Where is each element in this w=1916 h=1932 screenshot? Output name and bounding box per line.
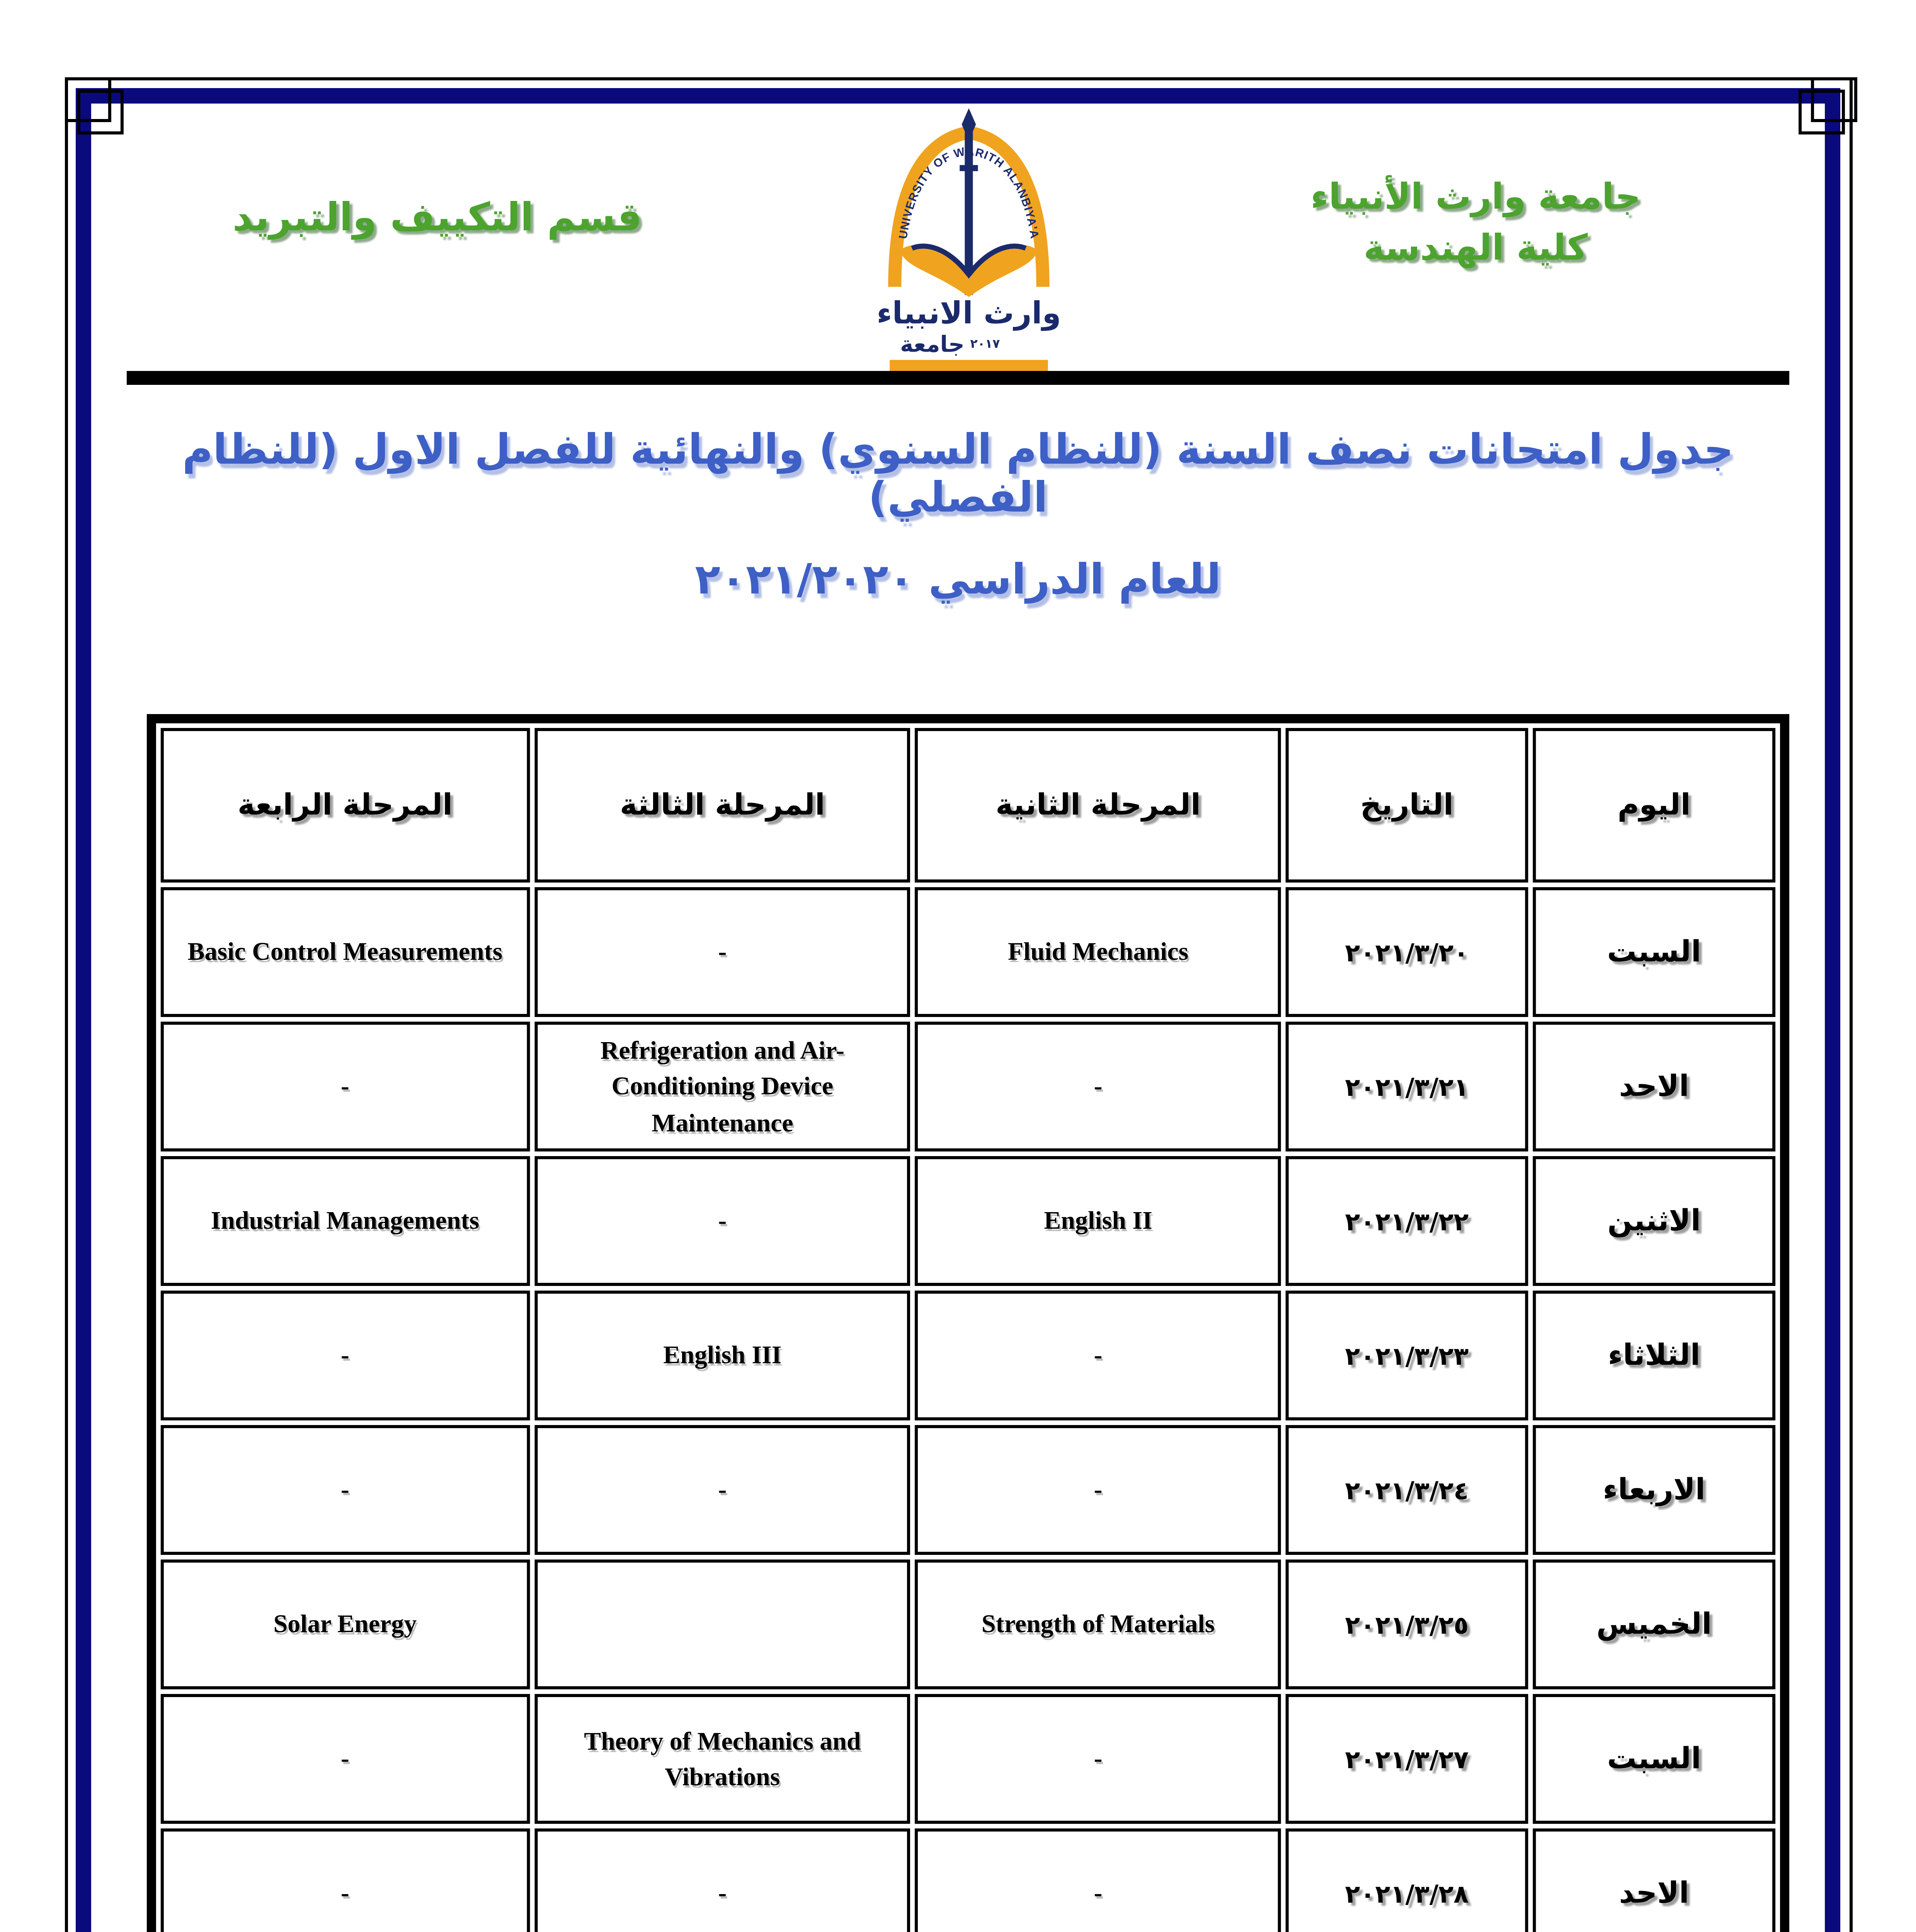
college-name: كلية الهندسة: [1363, 229, 1588, 270]
document-title: جدول امتحانات نصف السنة (للنظام السنوي) …: [93, 427, 1823, 604]
date-cell: ٢٠٢١/٣/٢٥: [1285, 1560, 1528, 1689]
date-cell: ٢٠٢١/٣/٢٨: [1285, 1828, 1528, 1932]
stage2-cell: -: [915, 1291, 1281, 1420]
stage4-cell: Industrial Managements: [160, 1156, 530, 1286]
title-line-1: جدول امتحانات نصف السنة (للنظام السنوي) …: [182, 427, 1734, 522]
university-logo-icon: UNIVERSITY OF WARITH ALANBIYA'A وارث الا…: [876, 108, 1061, 371]
exam-schedule-table: اليوم التاريخ المرحلة الثانية المرحلة ال…: [146, 714, 1790, 1932]
stage4-cell: -: [160, 1291, 530, 1420]
day-cell: الاربعاء: [1533, 1425, 1776, 1555]
logo-open-book-icon: [900, 243, 1038, 297]
university-college-title: جامعة وارث الأنبياء كلية الهندسة: [1306, 173, 1646, 276]
table-row: الاحد ٢٠٢١/٣/٢٨ - - -: [160, 1828, 1776, 1932]
border-corner-square: [1811, 77, 1858, 122]
stage4-cell: -: [160, 1425, 530, 1555]
table-row: الاربعاء ٢٠٢١/٣/٢٤ - - -: [160, 1425, 1776, 1555]
date-cell: ٢٠٢١/٣/٢٤: [1285, 1425, 1528, 1555]
stage2-cell: Strength of Materials: [915, 1560, 1281, 1689]
stage3-cell: -: [534, 1828, 911, 1932]
border-corner-square: [1799, 90, 1845, 134]
header-divider-line: [126, 371, 1790, 385]
stage2-cell: -: [915, 1022, 1281, 1151]
date-cell: ٢٠٢١/٣/٢٣: [1285, 1291, 1528, 1420]
day-cell: السبت: [1533, 1694, 1776, 1824]
logo-calligraphy-text: وارث الانبياء: [876, 295, 1061, 331]
date-cell: ٢٠٢١/٣/٢٠: [1285, 887, 1528, 1017]
column-header-stage4: المرحلة الرابعة: [160, 728, 530, 883]
logo-year-text: ٢٠١٧: [970, 337, 1000, 351]
logo-base-bar: [890, 360, 1048, 371]
column-header-date: التاريخ: [1285, 728, 1528, 883]
stage4-cell: -: [160, 1828, 530, 1932]
university-logo: UNIVERSITY OF WARITH ALANBIYA'A وارث الا…: [865, 108, 1072, 380]
date-cell: ٢٠٢١/٣/٢٧: [1285, 1694, 1528, 1824]
logo-minaret-icon: [960, 108, 978, 295]
department-title: قسم التكييف والتبريد: [232, 195, 642, 240]
column-header-stage2: المرحلة الثانية: [915, 728, 1281, 883]
date-cell: ٢٠٢١/٣/٢١: [1285, 1022, 1528, 1151]
day-cell: السبت: [1533, 887, 1776, 1017]
stage3-cell: [534, 1560, 911, 1689]
table-row: الثلاثاء ٢٠٢١/٣/٢٣ - English III -: [160, 1291, 1776, 1420]
stage4-cell: Solar Energy: [160, 1560, 530, 1689]
table-row: السبت ٢٠٢١/٣/٢٠ Fluid Mechanics - Basic …: [160, 887, 1776, 1017]
stage2-cell: English II: [915, 1156, 1281, 1286]
stage2-cell: -: [915, 1828, 1281, 1932]
table-row: الاحد ٢٠٢١/٣/٢١ - Refrigeration and Air-…: [160, 1022, 1776, 1151]
day-cell: الاثنين: [1533, 1156, 1776, 1286]
day-cell: الخميس: [1533, 1560, 1776, 1689]
table-row: الخميس ٢٠٢١/٣/٢٥ Strength of Materials S…: [160, 1560, 1776, 1689]
table-row: الاثنين ٢٠٢١/٣/٢٢ English II - Industria…: [160, 1156, 1776, 1286]
page-border-outer-line: [65, 77, 1853, 1932]
stage3-cell: -: [534, 1425, 911, 1555]
stage4-cell: -: [160, 1694, 530, 1824]
day-cell: الثلاثاء: [1533, 1291, 1776, 1420]
day-cell: الاحد: [1533, 1828, 1776, 1932]
stage3-cell: Theory of Mechanics and Vibrations: [534, 1694, 911, 1824]
stage3-cell: -: [534, 887, 911, 1017]
date-cell: ٢٠٢١/٣/٢٢: [1285, 1156, 1528, 1286]
stage4-cell: -: [160, 1022, 530, 1151]
table-header-row: اليوم التاريخ المرحلة الثانية المرحلة ال…: [160, 728, 1776, 883]
column-header-stage3: المرحلة الثالثة: [534, 728, 911, 883]
border-corner-square: [65, 77, 111, 122]
stage3-cell: Refrigeration and Air-Conditioning Devic…: [534, 1022, 911, 1151]
column-header-day: اليوم: [1533, 728, 1776, 883]
stage2-cell: -: [915, 1694, 1281, 1824]
stage3-cell: English III: [534, 1291, 911, 1420]
page-border-navy-band: [75, 88, 1841, 1932]
stage3-cell: -: [534, 1156, 911, 1286]
university-name: جامعة وارث الأنبياء: [1310, 178, 1641, 218]
title-line-2: للعام الدراسي ٢٠٢١/٢٠٢٠: [695, 556, 1221, 604]
border-corner-square: [77, 90, 124, 134]
day-cell: الاحد: [1533, 1022, 1776, 1151]
table-row: السبت ٢٠٢١/٣/٢٧ - Theory of Mechanics an…: [160, 1694, 1776, 1824]
stage4-cell: Basic Control Measurements: [160, 887, 530, 1017]
stage2-cell: -: [915, 1425, 1281, 1555]
logo-jamia-text: جامعة: [900, 331, 965, 357]
stage2-cell: Fluid Mechanics: [915, 887, 1281, 1017]
